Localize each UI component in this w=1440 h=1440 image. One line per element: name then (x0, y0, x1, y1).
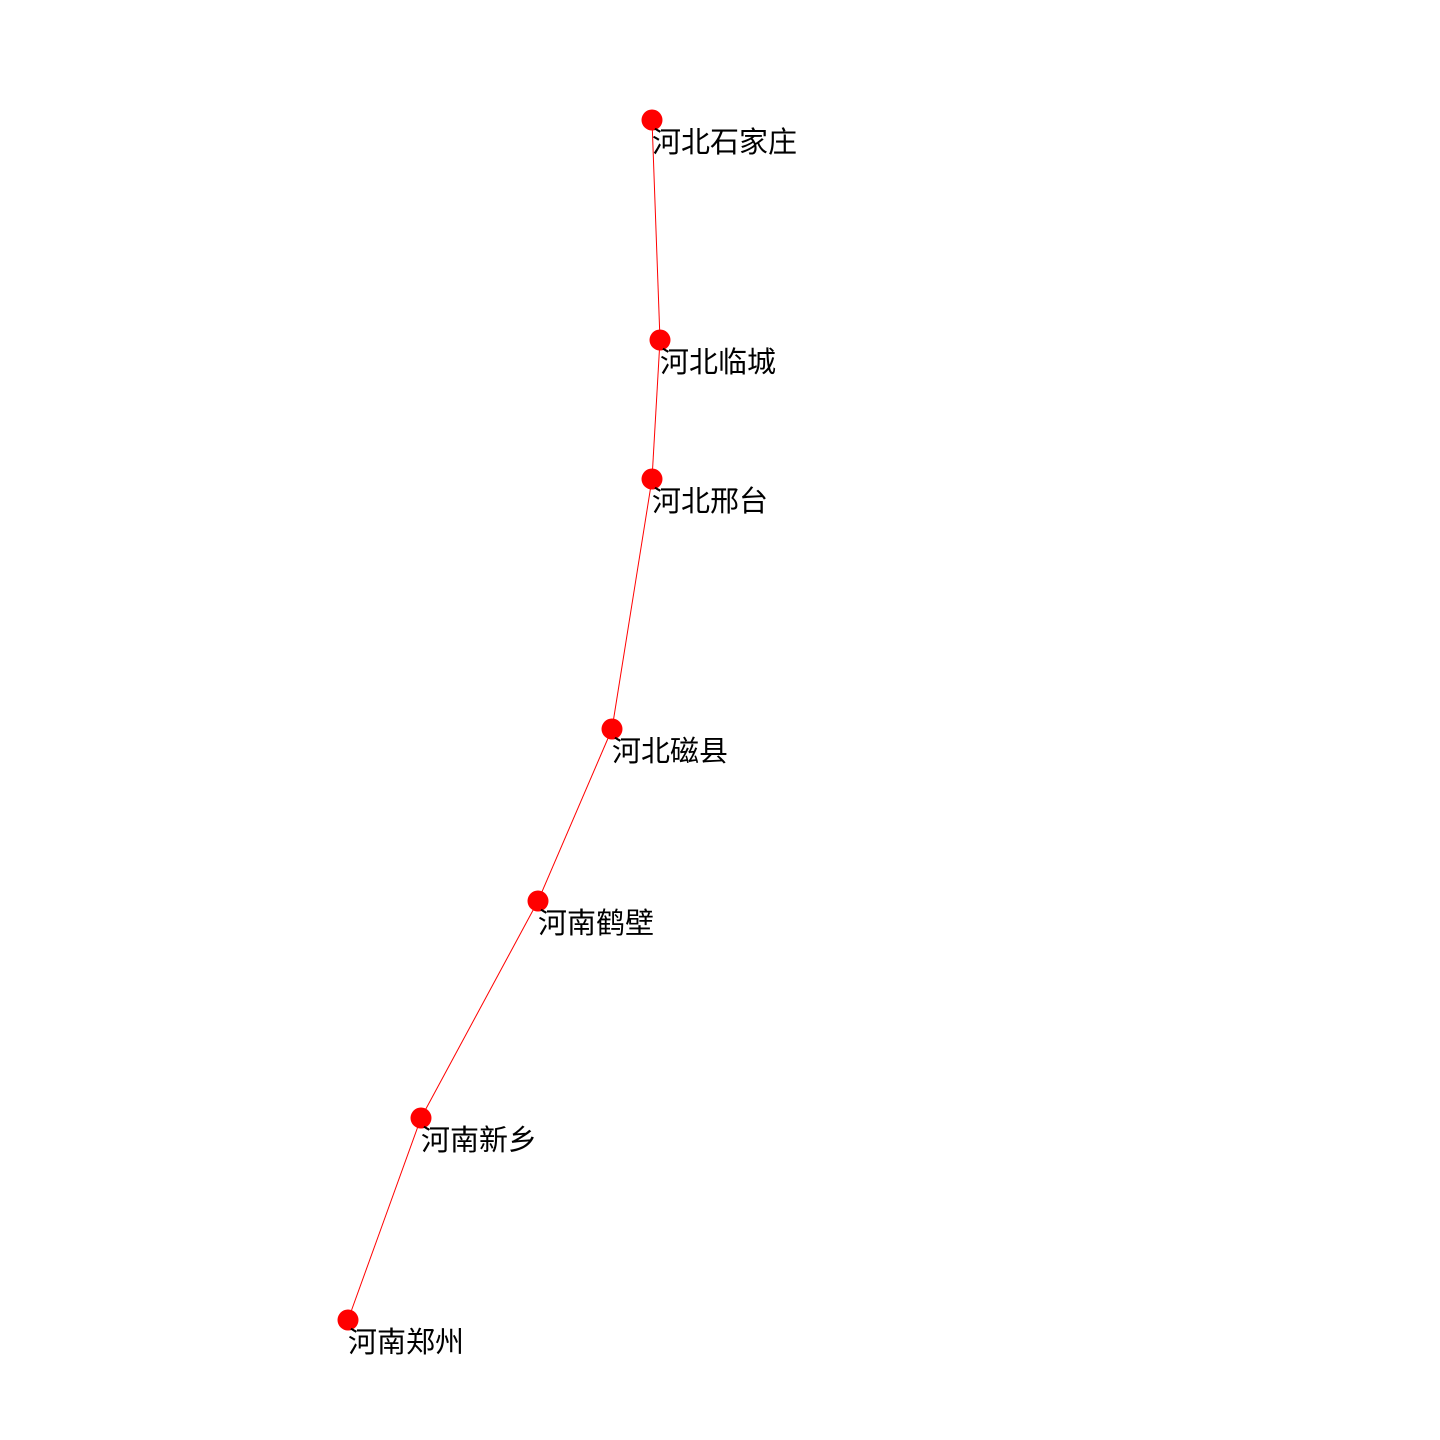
edge-xingtai-cixian (611, 478, 653, 730)
edge-xinxiang-zhengzhou (347, 1117, 422, 1321)
node-label-lincheng: 河北临城 (660, 345, 776, 379)
node-label-shijiazhuang: 河北石家庄 (652, 125, 797, 159)
edge-lincheng-xingtai (651, 339, 661, 480)
nodes-layer (337, 109, 671, 1331)
edge-hebi-xinxiang (420, 900, 539, 1119)
node-label-xinxiang: 河南新乡 (421, 1123, 537, 1157)
edges-layer (347, 119, 661, 1321)
node-hebi[interactable] (527, 890, 549, 912)
node-label-xingtai: 河北邢台 (652, 484, 768, 518)
node-xingtai[interactable] (641, 468, 663, 490)
node-lincheng[interactable] (649, 329, 671, 351)
edge-shijiazhuang-lincheng (651, 119, 661, 341)
node-zhengzhou[interactable] (337, 1309, 359, 1331)
edge-cixian-hebi (537, 728, 613, 902)
node-shijiazhuang[interactable] (641, 109, 663, 131)
node-label-hebi: 河南鹤壁 (538, 906, 654, 940)
node-xinxiang[interactable] (410, 1107, 432, 1129)
node-label-zhengzhou: 河南郑州 (348, 1325, 464, 1359)
node-cixian[interactable] (601, 718, 623, 740)
node-label-cixian: 河北磁县 (612, 734, 728, 768)
